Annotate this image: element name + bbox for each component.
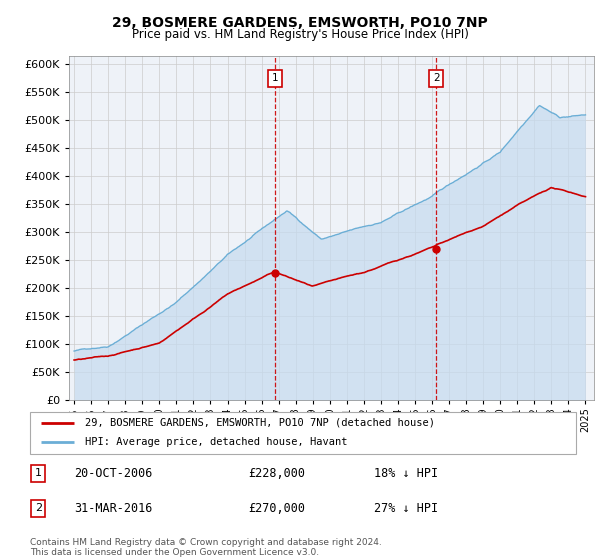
Text: 29, BOSMERE GARDENS, EMSWORTH, PO10 7NP: 29, BOSMERE GARDENS, EMSWORTH, PO10 7NP xyxy=(112,16,488,30)
Text: 1: 1 xyxy=(35,468,41,478)
Text: Contains HM Land Registry data © Crown copyright and database right 2024.
This d: Contains HM Land Registry data © Crown c… xyxy=(30,538,382,557)
Text: 27% ↓ HPI: 27% ↓ HPI xyxy=(374,502,438,515)
Text: 1: 1 xyxy=(272,73,278,83)
Text: 31-MAR-2016: 31-MAR-2016 xyxy=(74,502,152,515)
Text: 2: 2 xyxy=(35,503,42,513)
Text: 20-OCT-2006: 20-OCT-2006 xyxy=(74,466,152,480)
Text: £228,000: £228,000 xyxy=(248,466,305,480)
Text: HPI: Average price, detached house, Havant: HPI: Average price, detached house, Hava… xyxy=(85,437,347,447)
Text: 2: 2 xyxy=(433,73,440,83)
Text: 18% ↓ HPI: 18% ↓ HPI xyxy=(374,466,438,480)
Text: £270,000: £270,000 xyxy=(248,502,305,515)
Text: 29, BOSMERE GARDENS, EMSWORTH, PO10 7NP (detached house): 29, BOSMERE GARDENS, EMSWORTH, PO10 7NP … xyxy=(85,418,434,428)
Text: Price paid vs. HM Land Registry's House Price Index (HPI): Price paid vs. HM Land Registry's House … xyxy=(131,28,469,41)
FancyBboxPatch shape xyxy=(30,412,576,454)
